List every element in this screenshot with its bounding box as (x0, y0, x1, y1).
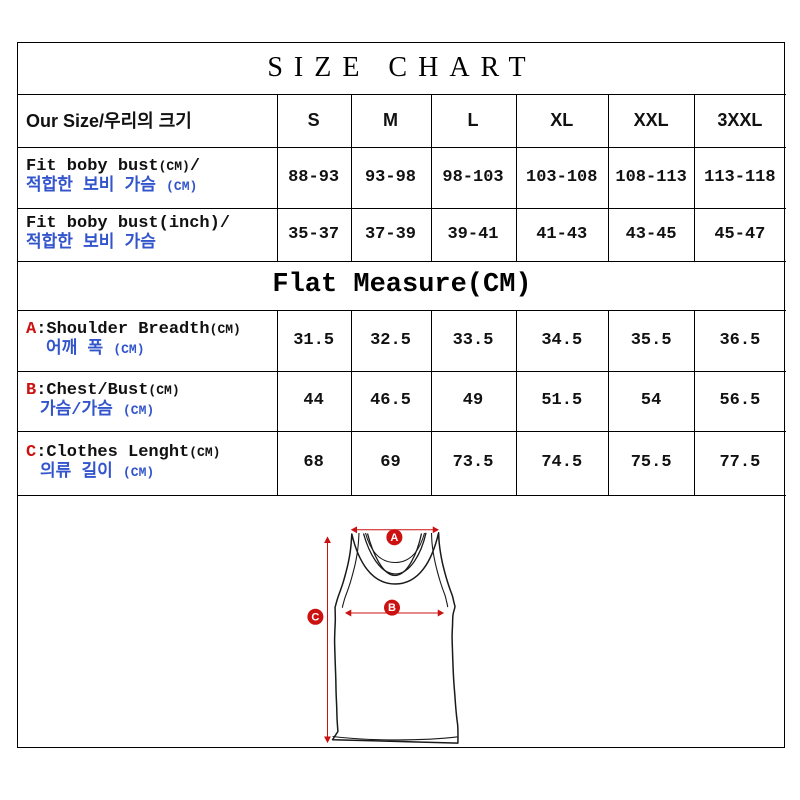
svg-text:C: C (311, 611, 319, 623)
svg-text:A: A (390, 532, 398, 544)
svg-text:B: B (388, 602, 396, 614)
